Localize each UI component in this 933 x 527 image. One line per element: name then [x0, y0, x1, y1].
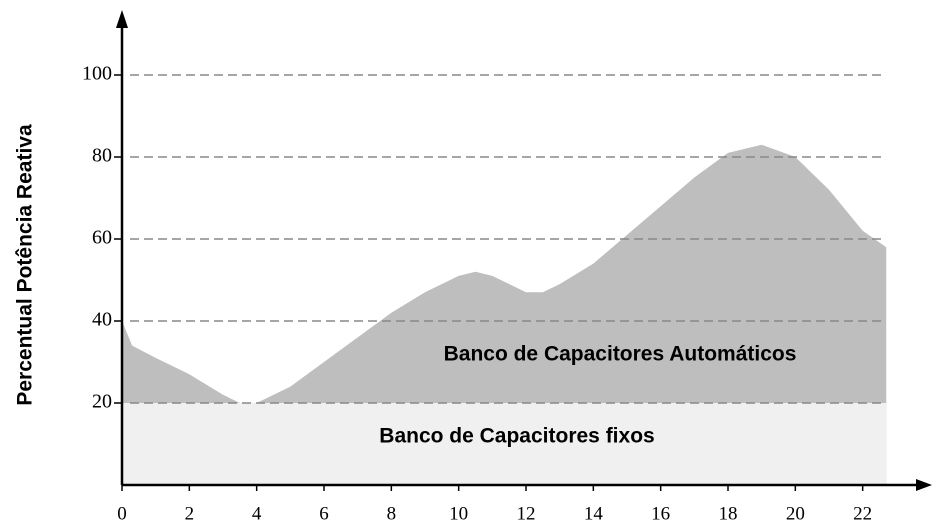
x-tick-label: 6 [319, 503, 329, 524]
area [122, 403, 887, 485]
x-tick-label: 20 [786, 503, 805, 524]
x-axis-arrow [916, 479, 932, 491]
y-tick-label: 20 [92, 391, 112, 413]
x-tick-label: 22 [853, 503, 872, 524]
x-tick-label: 2 [185, 503, 195, 524]
x-tick-label: 14 [584, 503, 604, 524]
series-label: Banco de Capacitores fixos [379, 425, 654, 448]
y-tick-label: 40 [92, 309, 112, 331]
x-tick-label: 18 [719, 503, 738, 524]
x-tick-label: 12 [517, 503, 536, 524]
x-tick-label: 4 [252, 503, 262, 524]
area [122, 144, 887, 485]
x-tick-label: 10 [449, 503, 468, 524]
y-axis-label: Percentual Potência Reativa [14, 124, 37, 406]
series-label: Banco de Capacitores Automáticos [444, 343, 797, 366]
y-axis-arrow [116, 10, 128, 28]
y-tick-label: 60 [92, 227, 112, 249]
y-tick-label: 80 [92, 145, 112, 167]
y-tick-label: 100 [82, 63, 112, 85]
x-tick-label: 0 [117, 503, 127, 524]
x-tick-label: 16 [651, 503, 670, 524]
x-tick-label: 8 [387, 503, 397, 524]
